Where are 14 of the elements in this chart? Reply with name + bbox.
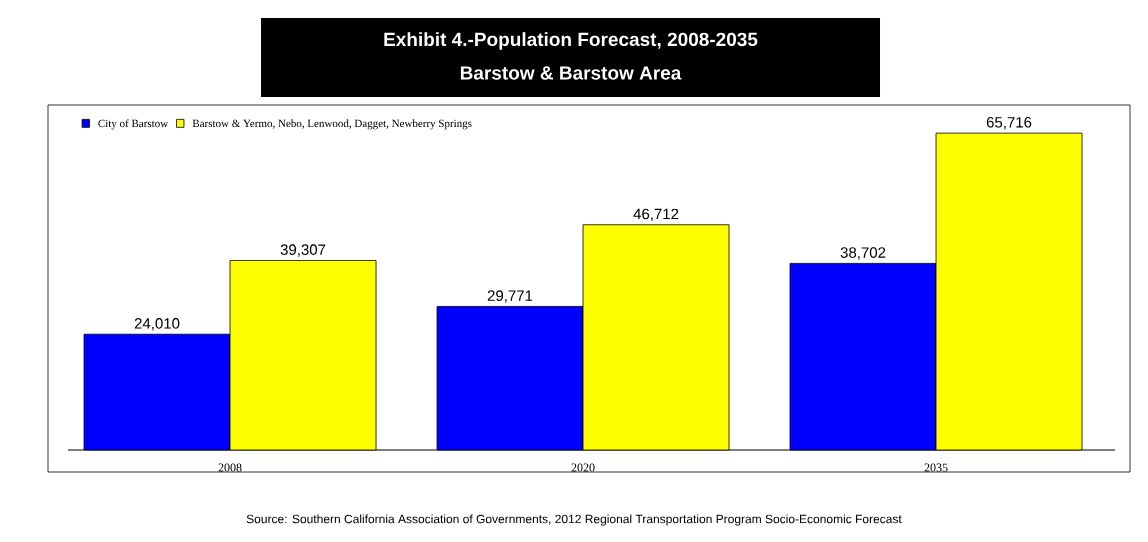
data-label: 39,307 <box>280 244 326 257</box>
x-tick-label: 2035 <box>924 463 948 472</box>
chart-subtitle: Barstow & Barstow Area <box>460 66 682 80</box>
legend-label: City of Barstow <box>98 119 169 130</box>
source-note: Source: Southern California Association of Governments, 2012 Regional Transportation Program Socio-Economic Forecast <box>246 514 902 526</box>
x-tick-label: 2020 <box>571 463 595 472</box>
data-label: 38,702 <box>840 247 886 260</box>
chart-title: Exhibit 4.-Population Forecast, 2008-2035 <box>384 32 758 50</box>
legend-label: Barstow & Yermo, Nebo, Lenwood, Dagget, Newberry Springs <box>192 119 472 130</box>
data-label: 65,716 <box>986 117 1032 130</box>
x-tick-label: 2008 <box>218 463 242 472</box>
data-label: 29,771 <box>487 290 533 303</box>
data-label: 24,010 <box>134 318 180 331</box>
data-label: 46,712 <box>633 208 679 222</box>
